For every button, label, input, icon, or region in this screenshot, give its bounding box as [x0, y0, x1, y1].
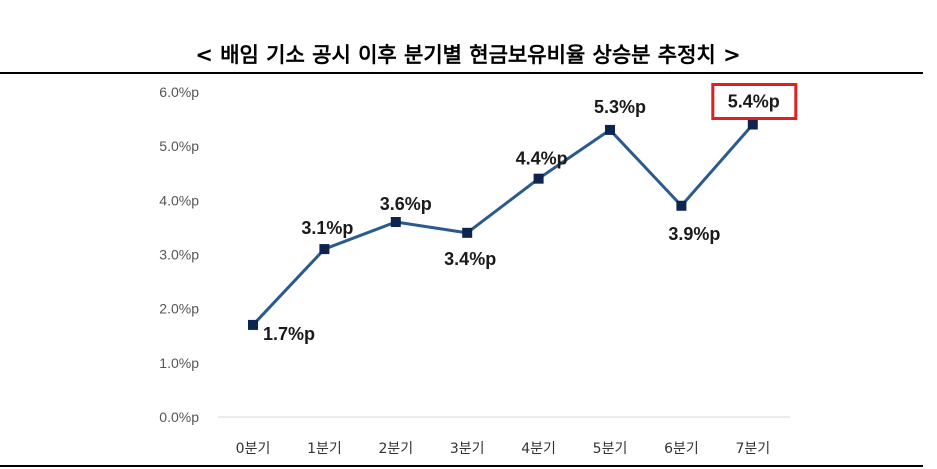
data-point-marker [533, 173, 544, 184]
data-label: 3.6%p [380, 194, 432, 214]
data-point-marker [390, 217, 401, 227]
data-label: 3.1%p [301, 218, 353, 238]
highlight-box [711, 83, 798, 120]
data-point-marker [747, 119, 758, 130]
y-tick-label: 4.0%p [159, 192, 199, 208]
series-line [251, 123, 754, 326]
plot-area: 0.0%p 1.0%p 2.0%p 3.0%p 4.0%p 5.0%p 6.0%p 0분기 1분… [159, 83, 798, 457]
data-point-marker [676, 200, 687, 211]
x-tick-label: 3분기 [450, 441, 485, 457]
data-point-marker [462, 227, 473, 238]
chart-title: < 배임 기소 공시 이후 분기별 현금보유비율 상승분 추정치 > [195, 43, 740, 67]
y-tick-label: 1.0%p [159, 355, 199, 371]
y-tick-label: 3.0%p [159, 247, 199, 263]
x-tick-label: 4분기 [521, 441, 556, 457]
x-tick-label: 1분기 [307, 441, 342, 457]
data-label: 3.4%p [444, 249, 496, 269]
data-point-marker [248, 319, 258, 330]
data-label: 1.7%p [263, 324, 315, 344]
x-tick-label: 7분기 [735, 441, 770, 457]
data-label: 4.4%p [516, 149, 568, 169]
y-tick-label: 0.0%p [159, 409, 199, 425]
x-tick-label: 6분기 [664, 441, 699, 457]
y-tick-label: 2.0%p [159, 301, 199, 317]
x-tick-label: 0분기 [236, 441, 271, 457]
data-label: 3.9%p [668, 224, 720, 244]
y-tick-label: 6.0%p [159, 84, 199, 100]
x-tick-label: 2분기 [378, 441, 413, 457]
y-tick-label: 5.0%p [159, 138, 199, 154]
data-point-marker [605, 124, 615, 135]
x-tick-label: 5분기 [593, 441, 628, 457]
data-label: 5.4%p [728, 92, 780, 112]
data-label: 5.3%p [594, 97, 646, 117]
data-point-marker [319, 244, 330, 255]
